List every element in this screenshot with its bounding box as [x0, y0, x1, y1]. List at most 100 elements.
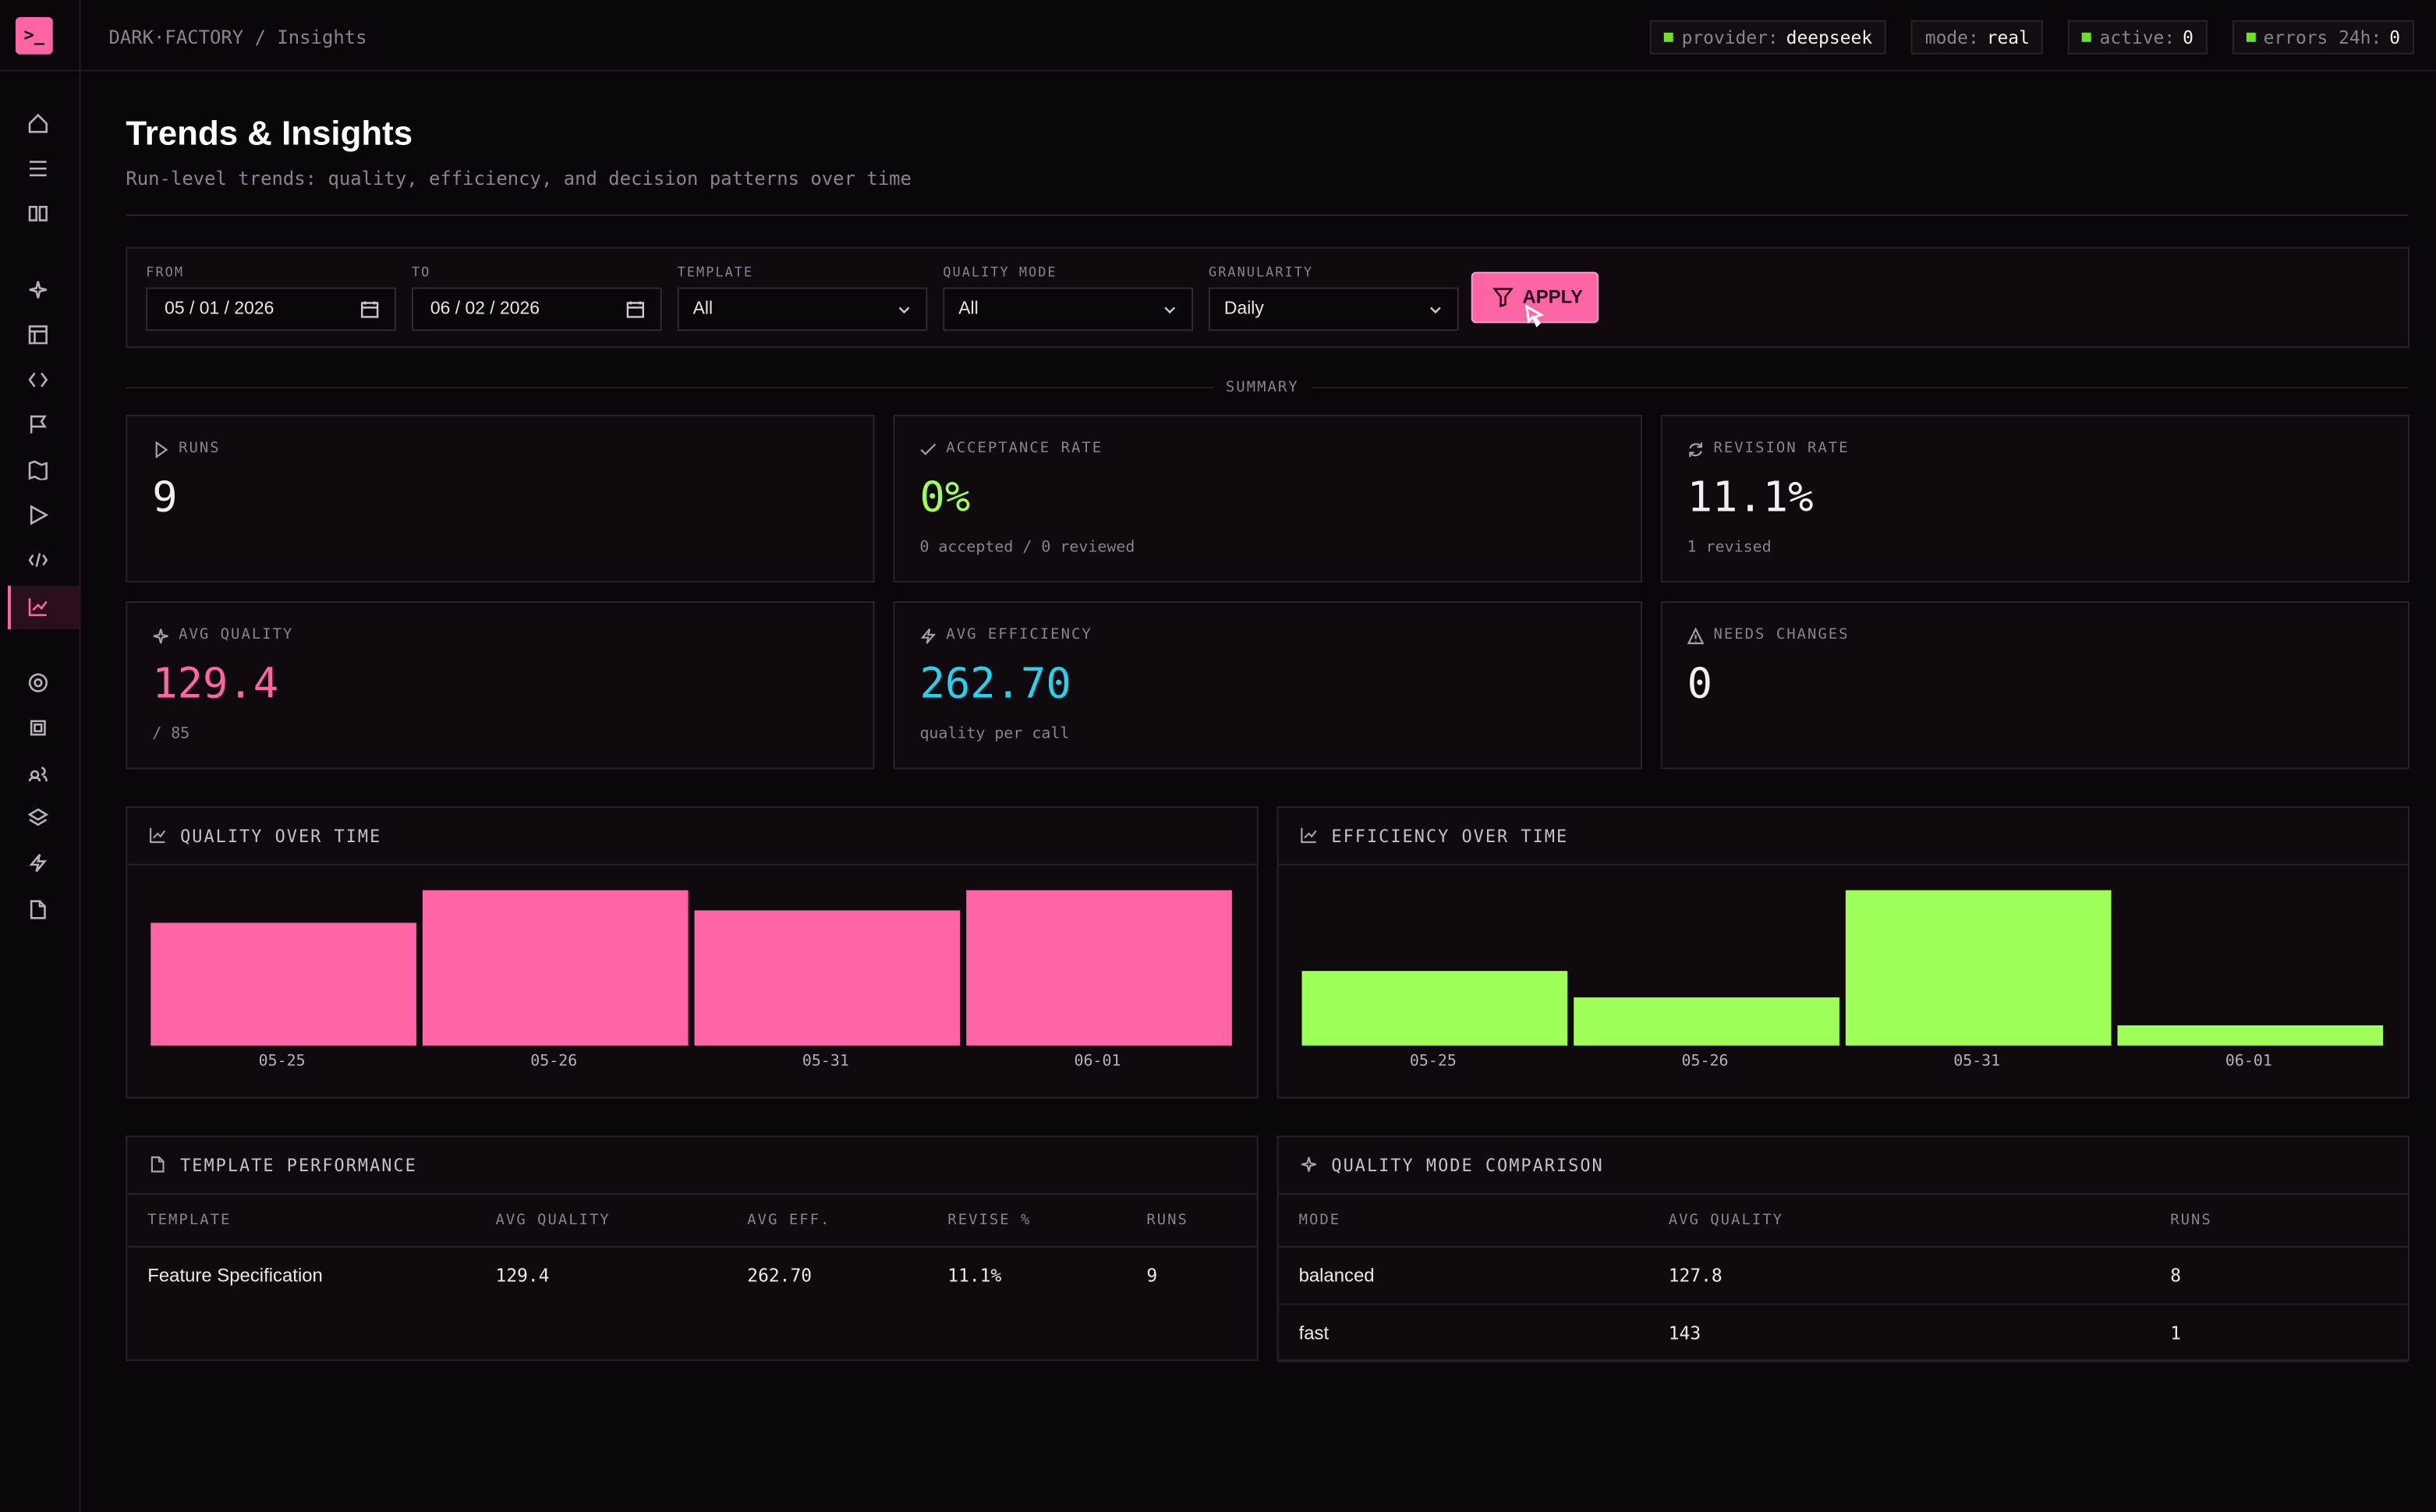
table-cell: 8 — [2170, 1264, 2182, 1287]
page-title: Trends & Insights — [126, 113, 413, 153]
bar — [2117, 1025, 2384, 1046]
summary-card: RUNS 9 — [126, 414, 875, 583]
logo[interactable]: >_ — [15, 16, 53, 55]
x-tick-label: 06-01 — [1074, 1053, 1121, 1071]
card-label: AVG EFFICIENCY — [946, 625, 1092, 643]
header-rule — [127, 1245, 1257, 1248]
x-tick-label: 05-31 — [802, 1053, 849, 1071]
bar — [422, 890, 689, 1046]
icon-path — [1687, 627, 1705, 645]
status-pill: errors 24h: 0 — [2232, 19, 2415, 55]
card-label: REVISION RATE — [1713, 439, 1850, 457]
icon — [361, 301, 379, 318]
filter-input[interactable]: 06 / 02 / 2026 — [411, 287, 662, 331]
icon-path — [361, 301, 379, 318]
filter-input[interactable]: All — [677, 287, 928, 331]
bar — [694, 911, 961, 1046]
icon — [898, 306, 910, 314]
icon — [28, 553, 48, 568]
bar — [966, 890, 1232, 1046]
topbar-border — [0, 69, 2436, 72]
filter-label: FROM — [146, 265, 185, 282]
card-value: 11.1% — [1687, 473, 1814, 522]
column-header: AVG EFF. — [747, 1211, 831, 1229]
icon — [30, 161, 47, 177]
icon-path — [153, 629, 168, 644]
icon-path — [898, 306, 910, 314]
bar — [1301, 971, 1568, 1046]
icon — [1164, 306, 1176, 314]
x-tick-label: 05-31 — [1953, 1053, 2001, 1071]
icon — [28, 372, 48, 388]
icon-path — [920, 443, 937, 455]
chart-panel: EFFICIENCY OVER TIME 05-25 05-26 05-31 06-01 — [1276, 806, 2410, 1099]
table-cell: balanced — [1298, 1264, 1375, 1287]
icon-path — [28, 673, 48, 692]
filter-input[interactable]: All — [943, 287, 1194, 331]
table-title: TEMPLATE PERFORMANCE — [180, 1156, 417, 1177]
table-cell: 262.70 — [747, 1264, 813, 1287]
icon — [1689, 442, 1702, 457]
status-dot — [1664, 32, 1674, 42]
card-label: NEEDS CHANGES — [1713, 625, 1850, 643]
table-panel: TEMPLATE PERFORMANCE TEMPLATE AVG QUALITY A… — [126, 1135, 1259, 1362]
icon — [28, 206, 48, 221]
icon — [1301, 827, 1317, 844]
column-header: AVG QUALITY — [1668, 1211, 1784, 1229]
table-cell: 9 — [1146, 1264, 1158, 1287]
table-cell: fast — [1298, 1321, 1330, 1344]
icon-path — [30, 161, 47, 177]
icon — [30, 900, 46, 919]
column-header: RUNS — [1146, 1211, 1188, 1229]
status-value: deepseek — [1786, 26, 1873, 48]
icon-path — [28, 206, 48, 221]
filter-icon — [1492, 288, 1514, 308]
icon-path — [30, 720, 46, 736]
chart-panel: QUALITY OVER TIME 05-25 05-26 05-31 06-01 — [126, 806, 1259, 1099]
icon-path — [29, 854, 48, 873]
status-label: provider: — [1681, 26, 1779, 48]
card-value: 262.70 — [919, 660, 1071, 709]
icon-path — [30, 415, 47, 434]
icon — [28, 325, 48, 345]
filter-input[interactable]: 05 / 01 / 2026 — [146, 287, 397, 331]
column-header: REVISE % — [947, 1211, 1032, 1229]
icon-path — [1301, 827, 1317, 844]
filter-value: 05 / 01 / 2026 — [165, 299, 274, 319]
summary-card: NEEDS CHANGES 0 — [1660, 601, 2410, 770]
filter-input[interactable]: Daily — [1209, 287, 1459, 331]
apply-button[interactable]: APPLY — [1471, 271, 1599, 324]
status-value: 0 — [2183, 26, 2193, 48]
filter-value: Daily — [1223, 299, 1264, 319]
filter-value: All — [692, 299, 713, 319]
column-header: AVG QUALITY — [495, 1211, 611, 1229]
icon-path — [1301, 1156, 1316, 1172]
bar — [150, 922, 416, 1046]
table-cell: 127.8 — [1668, 1264, 1723, 1287]
status-dot — [2246, 32, 2256, 42]
divider — [126, 214, 2409, 216]
icon — [1687, 627, 1705, 645]
table-cell: 1 — [2170, 1321, 2182, 1344]
icon-path — [1689, 442, 1702, 457]
sidebar — [0, 0, 81, 1512]
filter-label: GRANULARITY — [1209, 265, 1314, 282]
card-value: 9 — [152, 473, 178, 522]
icon-path — [30, 505, 48, 526]
table-cell: 129.4 — [495, 1264, 550, 1287]
icon — [1301, 1156, 1316, 1172]
card-note: 0 accepted / 0 reviewed — [919, 539, 1135, 557]
card-value: 0% — [919, 473, 971, 522]
filter-label: QUALITY MODE — [943, 265, 1057, 282]
icon-path — [29, 281, 47, 299]
icon-path — [28, 598, 48, 617]
status-bar: provider: deepseek mode: real active: 0 errors… — [1650, 19, 2415, 55]
icon — [30, 720, 46, 736]
icon — [27, 808, 48, 827]
filter-label: TO — [411, 265, 431, 282]
panel-rule — [127, 863, 1257, 866]
status-label: mode: — [1924, 26, 1979, 48]
x-tick-label: 05-26 — [530, 1053, 578, 1071]
status-pill: mode: real — [1910, 19, 2044, 55]
